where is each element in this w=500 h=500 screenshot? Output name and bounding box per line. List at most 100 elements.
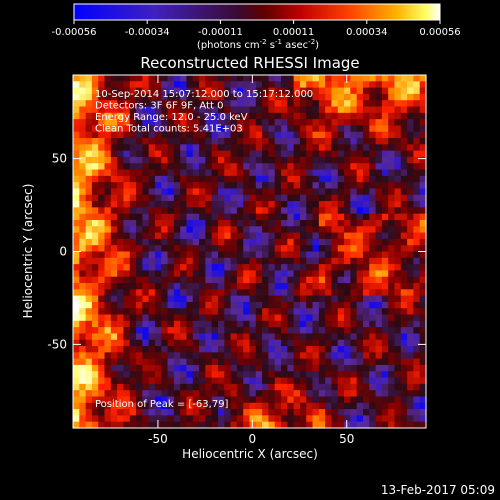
- heatmap-cell: [356, 308, 364, 316]
- heatmap-cell: [230, 295, 238, 303]
- heatmap-cell: [274, 289, 282, 297]
- heatmap-cell: [306, 276, 314, 284]
- heatmap-cell: [243, 364, 251, 372]
- heatmap-cell: [73, 201, 80, 208]
- heatmap-cell: [136, 264, 143, 272]
- heatmap-cell: [306, 219, 314, 227]
- heatmap-cell: [186, 283, 194, 290]
- heatmap-cell: [192, 257, 200, 265]
- heatmap-cell: [388, 333, 396, 341]
- heatmap-cell: [217, 339, 225, 347]
- heatmap-cell: [381, 131, 389, 139]
- heatmap-cell: [325, 320, 333, 328]
- heatmap-cell: [337, 308, 345, 316]
- heatmap-cell: [243, 106, 251, 114]
- heatmap-cell: [388, 144, 396, 152]
- heatmap-cell: [85, 131, 93, 139]
- heatmap-cell: [73, 106, 80, 114]
- heatmap-cell: [375, 364, 383, 372]
- heatmap-cell: [419, 100, 427, 108]
- heatmap-cell: [381, 238, 389, 246]
- heatmap-cell: [117, 251, 125, 259]
- heatmap-cell: [356, 219, 364, 227]
- heatmap-cell: [394, 409, 402, 416]
- heatmap-cell: [117, 87, 125, 95]
- heatmap-cell: [344, 358, 351, 366]
- heatmap-cell: [123, 163, 131, 171]
- heatmap-cell: [85, 106, 93, 114]
- heatmap-cell: [217, 156, 225, 164]
- heatmap-cell: [98, 207, 106, 215]
- heatmap-cell: [413, 295, 421, 303]
- heatmap-cell: [161, 175, 169, 183]
- heatmap-cell: [293, 238, 301, 246]
- heatmap-cell: [362, 264, 370, 272]
- heatmap-cell: [369, 421, 377, 429]
- heatmap-cell: [180, 295, 188, 303]
- heatmap-cell: [192, 333, 200, 341]
- heatmap-cell: [369, 194, 377, 202]
- heatmap-cell: [356, 251, 364, 259]
- heatmap-cell: [400, 283, 408, 290]
- heatmap-cell: [98, 320, 106, 328]
- heatmap-cell: [154, 194, 162, 202]
- heatmap-cell: [117, 119, 125, 127]
- heatmap-cell: [388, 226, 396, 234]
- heatmap-cell: [318, 390, 326, 398]
- heatmap-cell: [98, 213, 106, 221]
- heatmap-cell: [394, 358, 402, 366]
- heatmap-cell: [400, 364, 408, 372]
- heatmap-cell: [98, 75, 106, 82]
- heatmap-cell: [287, 396, 295, 404]
- heatmap-cell: [167, 383, 175, 391]
- heatmap-cell: [148, 112, 156, 120]
- heatmap-cell: [79, 301, 87, 309]
- heatmap-cell: [136, 238, 143, 246]
- heatmap-cell: [186, 383, 194, 391]
- heatmap-cell: [394, 257, 402, 265]
- heatmap-cell: [230, 301, 238, 309]
- heatmap-cell: [381, 320, 389, 328]
- heatmap-cell: [381, 207, 389, 215]
- heatmap-cell: [98, 352, 106, 360]
- heatmap-cell: [117, 175, 125, 183]
- heatmap-cell: [388, 314, 396, 322]
- heatmap-cell: [136, 383, 143, 391]
- heatmap-cell: [312, 308, 320, 316]
- heatmap-cell: [381, 264, 389, 272]
- heatmap-cell: [173, 415, 181, 423]
- heatmap-cell: [369, 251, 377, 259]
- heatmap-cell: [199, 415, 206, 423]
- heatmap-cell: [318, 333, 326, 341]
- heatmap-cell: [136, 364, 143, 372]
- heatmap-cell: [299, 283, 307, 290]
- heatmap-cell: [73, 207, 80, 215]
- heatmap-cell: [129, 238, 137, 246]
- heatmap-cell: [325, 371, 333, 379]
- heatmap-cell: [413, 270, 421, 278]
- heatmap-cell: [356, 295, 364, 303]
- heatmap-cell: [394, 314, 402, 322]
- heatmap-cell: [142, 150, 150, 158]
- heatmap-cell: [217, 264, 225, 272]
- heatmap-cell: [91, 182, 99, 190]
- heatmap-cell: [236, 119, 244, 127]
- heatmap-cell: [123, 283, 131, 290]
- heatmap-cell: [91, 175, 99, 183]
- heatmap-cell: [274, 182, 282, 190]
- heatmap-cell: [255, 125, 263, 133]
- heatmap-cell: [230, 327, 238, 335]
- heatmap-cell: [356, 182, 364, 190]
- heatmap-cell: [306, 415, 314, 423]
- heatmap-cell: [148, 232, 156, 240]
- heatmap-cell: [167, 295, 175, 303]
- heatmap-cell: [98, 409, 106, 416]
- heatmap-cell: [299, 301, 307, 309]
- heatmap-cell: [388, 219, 396, 227]
- heatmap-cell: [400, 125, 408, 133]
- heatmap-cell: [173, 390, 181, 398]
- heatmap-cell: [217, 327, 225, 335]
- heatmap-cell: [369, 207, 377, 215]
- heatmap-cell: [110, 346, 118, 353]
- heatmap-cell: [369, 314, 377, 322]
